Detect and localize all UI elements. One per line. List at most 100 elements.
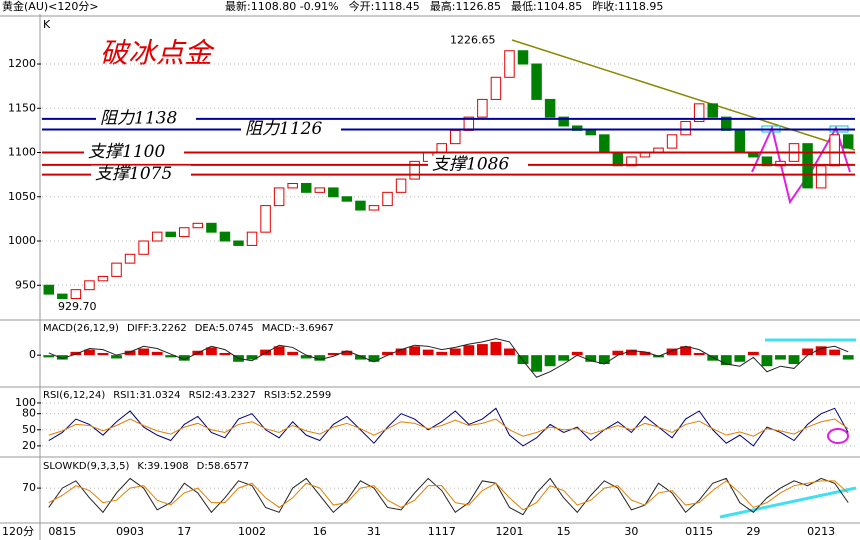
header-item: 今开:1118.45 <box>349 0 420 13</box>
macd-bar <box>43 355 55 358</box>
candle <box>341 196 353 202</box>
macd-bar <box>680 346 692 356</box>
candle <box>111 262 122 277</box>
header-item: 最低:1104.85 <box>511 0 582 13</box>
panel-header: MACD(26,12,9) <box>43 323 119 334</box>
macd-bar <box>165 355 177 358</box>
corner-label: K <box>43 18 51 31</box>
macd-bar <box>693 352 705 356</box>
level-label: 阻力1126 <box>245 119 322 139</box>
candle <box>409 160 420 180</box>
candle <box>477 98 488 118</box>
macd-bar <box>84 349 95 356</box>
macd-bar <box>300 355 312 359</box>
label-bg <box>241 120 341 139</box>
macd-bar <box>747 351 759 356</box>
y-tick-label: 100 <box>15 396 36 409</box>
y-tick-label: 1000 <box>8 234 36 247</box>
candle <box>517 50 529 65</box>
macd-bar <box>409 346 421 356</box>
macd-bar <box>639 351 651 356</box>
macd-bar <box>842 355 854 360</box>
macd-bar <box>761 355 773 367</box>
y-tick-label: 0 <box>29 348 36 361</box>
macd-bar <box>734 355 746 362</box>
level-label: 支撑1086 <box>432 154 509 174</box>
x-tick-label: 0115 <box>685 525 713 538</box>
macd-bar <box>314 355 326 361</box>
macd-bar <box>395 348 407 356</box>
candle <box>206 222 217 233</box>
candle <box>707 103 718 118</box>
candle <box>368 205 380 211</box>
highlight-circle <box>827 428 849 444</box>
macd-bar <box>382 351 393 356</box>
candle <box>734 129 746 154</box>
candle <box>544 98 556 118</box>
macd-bar <box>111 355 122 359</box>
x-tick-label: 17 <box>177 525 191 538</box>
macd-bar <box>138 348 150 356</box>
candle <box>693 103 705 123</box>
price-annotation: 1226.65 <box>450 33 496 46</box>
y-tick-label: 1100 <box>8 146 36 159</box>
macd-bar <box>368 355 380 362</box>
candle <box>558 116 569 127</box>
candle <box>436 143 447 154</box>
panel-header: RSI2:43.2327 <box>189 390 256 401</box>
macd-bar <box>666 348 678 356</box>
period-label: 120分 <box>2 525 34 538</box>
macd-bar <box>815 346 827 356</box>
header-item: 黄金(AU)<120分> <box>2 0 99 13</box>
panel-header: MACD:-3.6967 <box>262 323 334 334</box>
panel-header: RSI1:31.0324 <box>113 390 180 401</box>
x-tick-label: 29 <box>746 525 760 538</box>
candle <box>490 76 502 100</box>
candle <box>680 121 691 136</box>
candle <box>395 178 407 193</box>
candle <box>165 231 176 238</box>
macd-bar <box>97 352 109 356</box>
candle <box>179 227 190 238</box>
macd-bar <box>151 351 163 356</box>
panel-header: DEA:5.0745 <box>195 323 254 334</box>
label-bg <box>84 143 184 162</box>
macd-bar <box>802 348 813 356</box>
y-tick-label: 80 <box>22 407 36 420</box>
macd-bar <box>246 355 258 360</box>
macd-bar <box>56 355 68 360</box>
panel-header: D:58.6577 <box>197 461 249 472</box>
macd-bar <box>571 351 583 356</box>
macd-bar <box>720 355 732 366</box>
candle <box>585 129 597 136</box>
y-tick-label: 20 <box>22 439 36 452</box>
x-tick-label: 1201 <box>495 525 523 538</box>
macd-bar <box>124 350 136 356</box>
macd-bar <box>449 348 461 356</box>
macd-bar <box>70 351 82 356</box>
panel-header: RSI(6,12,24) <box>43 390 105 401</box>
candle <box>300 182 312 193</box>
candle <box>246 231 258 246</box>
macd-bar <box>531 355 542 372</box>
candle <box>842 134 854 149</box>
candle <box>233 240 244 246</box>
macd-bar <box>355 355 366 360</box>
candle <box>355 200 366 211</box>
y-tick-label: 70 <box>22 481 36 494</box>
indicator-line <box>48 418 849 437</box>
macd-bar <box>178 355 190 361</box>
indicator-line <box>48 407 849 447</box>
y-tick-label: 1150 <box>8 101 36 114</box>
label-bg <box>91 165 191 184</box>
panel-header: DIFF:3.2262 <box>127 323 187 334</box>
label-bg <box>96 109 196 128</box>
indicator-line <box>48 338 849 378</box>
macd-bar <box>775 355 786 360</box>
macd-bar <box>219 352 231 356</box>
candle <box>97 275 109 282</box>
candle <box>531 63 542 100</box>
level-label: 支撑1075 <box>95 164 172 184</box>
y-tick-label: 1200 <box>8 57 36 70</box>
